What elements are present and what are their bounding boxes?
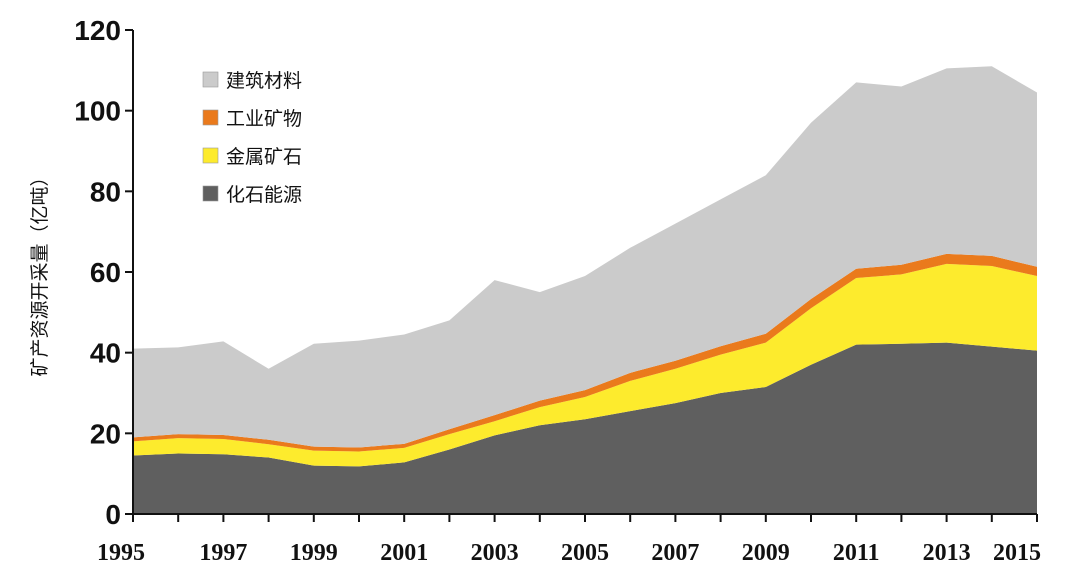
legend-label: 化石能源 [226, 184, 302, 206]
area-series-0 [133, 342, 1037, 514]
y-tick-label: 60 [90, 257, 121, 288]
y-tick-label: 120 [74, 15, 121, 46]
area-layers [133, 66, 1037, 514]
area-series-2 [133, 253, 1037, 452]
y-axis-label: 矿产资源开采量（亿吨） [29, 167, 51, 376]
x-tick-label: 1997 [199, 540, 247, 566]
y-tick-label: 20 [90, 418, 121, 449]
legend-swatch [202, 71, 219, 88]
legend-label: 建筑材料 [226, 70, 302, 92]
legend-label: 金属矿石 [226, 146, 302, 168]
x-tick-label: 1995 [97, 540, 145, 566]
y-tick-label: 100 [74, 96, 121, 127]
y-tick-label: 80 [90, 176, 121, 207]
legend-swatch [202, 185, 219, 202]
y-tick-label: 0 [105, 499, 121, 530]
legend-swatch [202, 109, 219, 126]
x-tick-label: 2003 [471, 540, 519, 566]
area-series-1 [133, 263, 1037, 467]
x-tick-label: 2013 [923, 540, 971, 566]
y-ticks: 0 20 40 60 80 100 120 [74, 15, 133, 530]
x-tick-label: 2001 [380, 540, 428, 566]
x-tick-label: 2015 [993, 540, 1041, 566]
x-tick-label: 2005 [561, 540, 609, 566]
x-tick-label: 2009 [742, 540, 790, 566]
x-tick-label: 2007 [651, 540, 699, 566]
legend-swatch [202, 147, 219, 164]
legend-label: 工业矿物 [226, 108, 302, 130]
x-ticks: 1995 1997 1999 2001 2003 2005 2007 2009 2011 2013… [97, 514, 1041, 566]
x-tick-label: 2011 [833, 540, 880, 566]
x-tick-label: 1999 [290, 540, 338, 566]
area-series-3 [133, 66, 1037, 448]
y-tick-label: 40 [90, 338, 121, 369]
